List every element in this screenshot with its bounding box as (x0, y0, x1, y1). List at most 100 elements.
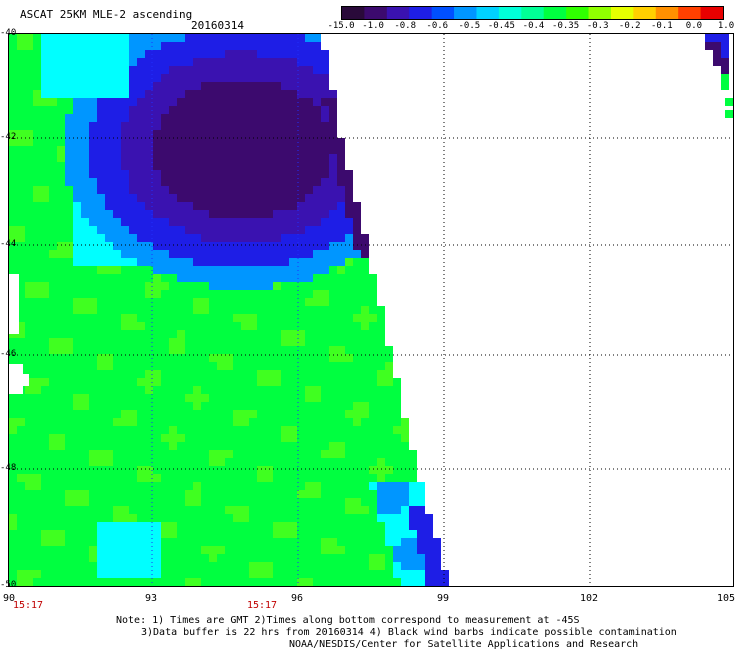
swath-cell (337, 202, 345, 210)
swath-cell (361, 418, 369, 426)
swath-cell (97, 474, 105, 482)
swath-cell (257, 202, 265, 210)
swath-cell (121, 130, 129, 138)
swath-cell (305, 546, 313, 554)
swath-cell (9, 90, 17, 98)
swath-cell (113, 210, 121, 218)
swath-cell (41, 530, 49, 538)
swath-cell (169, 506, 177, 514)
swath-cell (113, 450, 121, 458)
swath-cell (25, 202, 33, 210)
swath-cell (113, 426, 121, 434)
swath-cell (201, 154, 209, 162)
swath-cell (321, 546, 329, 554)
swath-cell (313, 282, 321, 290)
swath-cell (185, 146, 193, 154)
swath-cell (201, 290, 209, 298)
swath-cell (41, 234, 49, 242)
swath-cell (313, 98, 321, 106)
swath-cell (169, 554, 177, 562)
swath-cell (217, 210, 225, 218)
swath-cell (129, 354, 137, 362)
swath-cell (33, 130, 41, 138)
swath-cell (249, 538, 257, 546)
swath-cell (121, 538, 129, 546)
swath-cell (273, 106, 281, 114)
swath-cell (161, 42, 169, 50)
map-title: ASCAT 25KM MLE-2 ascending (20, 8, 193, 21)
swath-cell (137, 330, 145, 338)
swath-cell (225, 266, 233, 274)
swath-cell (113, 578, 121, 586)
swath-cell (281, 146, 289, 154)
swath-cell (289, 242, 297, 250)
swath-cell (137, 418, 145, 426)
colorbar-segment (610, 7, 634, 19)
swath-cell (273, 506, 281, 514)
swath-cell (353, 274, 361, 282)
swath-cell (193, 226, 201, 234)
swath-cell (241, 466, 249, 474)
swath-cell (289, 482, 297, 490)
swath-cell (185, 314, 193, 322)
swath-cell (369, 330, 377, 338)
swath-cell (73, 106, 81, 114)
swath-cell (153, 474, 161, 482)
swath-cell (105, 386, 113, 394)
swath-cell (385, 506, 393, 514)
swath-cell (321, 226, 329, 234)
swath-cell (137, 290, 145, 298)
swath-cell (361, 274, 369, 282)
swath-cell (225, 474, 233, 482)
swath-cell (25, 42, 33, 50)
swath-cell (281, 50, 289, 58)
swath-cell (725, 110, 733, 118)
swath-cell (193, 426, 201, 434)
swath-cell (169, 418, 177, 426)
swath-cell (97, 354, 105, 362)
swath-cell (353, 458, 361, 466)
swath-cell (137, 506, 145, 514)
swath-cell (281, 154, 289, 162)
swath-cell (137, 322, 145, 330)
swath-cell (369, 578, 377, 586)
swath-cell (9, 514, 17, 522)
swath-cell (257, 538, 265, 546)
swath-cell (377, 482, 385, 490)
swath-cell (313, 458, 321, 466)
swath-cell (17, 514, 25, 522)
swath-cell (153, 418, 161, 426)
swath-cell (233, 114, 241, 122)
swath-cell (81, 282, 89, 290)
swath-cell (33, 218, 41, 226)
swath-cell (233, 194, 241, 202)
swath-cell (289, 282, 297, 290)
swath-cell (57, 570, 65, 578)
swath-cell (201, 338, 209, 346)
swath-cell (17, 466, 25, 474)
swath-cell (201, 386, 209, 394)
swath-cell (73, 306, 81, 314)
lon-label: 96 (290, 593, 304, 604)
swath-cell (169, 458, 177, 466)
swath-cell (169, 522, 177, 530)
swath-cell (233, 42, 241, 50)
swath-cell (249, 410, 257, 418)
swath-cell (161, 346, 169, 354)
swath-cell (49, 186, 57, 194)
swath-cell (89, 234, 97, 242)
swath-cell (177, 562, 185, 570)
swath-cell (241, 42, 249, 50)
swath-cell (297, 410, 305, 418)
swath-cell (113, 74, 121, 82)
swath-cell (329, 474, 337, 482)
colorbar-tick-label: -1.0 (362, 21, 384, 31)
swath-cell (49, 434, 57, 442)
swath-cell (137, 354, 145, 362)
swath-cell (137, 250, 145, 258)
swath-cell (321, 482, 329, 490)
swath-cell (233, 322, 241, 330)
swath-cell (393, 394, 401, 402)
swath-cell (369, 538, 377, 546)
swath-cell (201, 90, 209, 98)
